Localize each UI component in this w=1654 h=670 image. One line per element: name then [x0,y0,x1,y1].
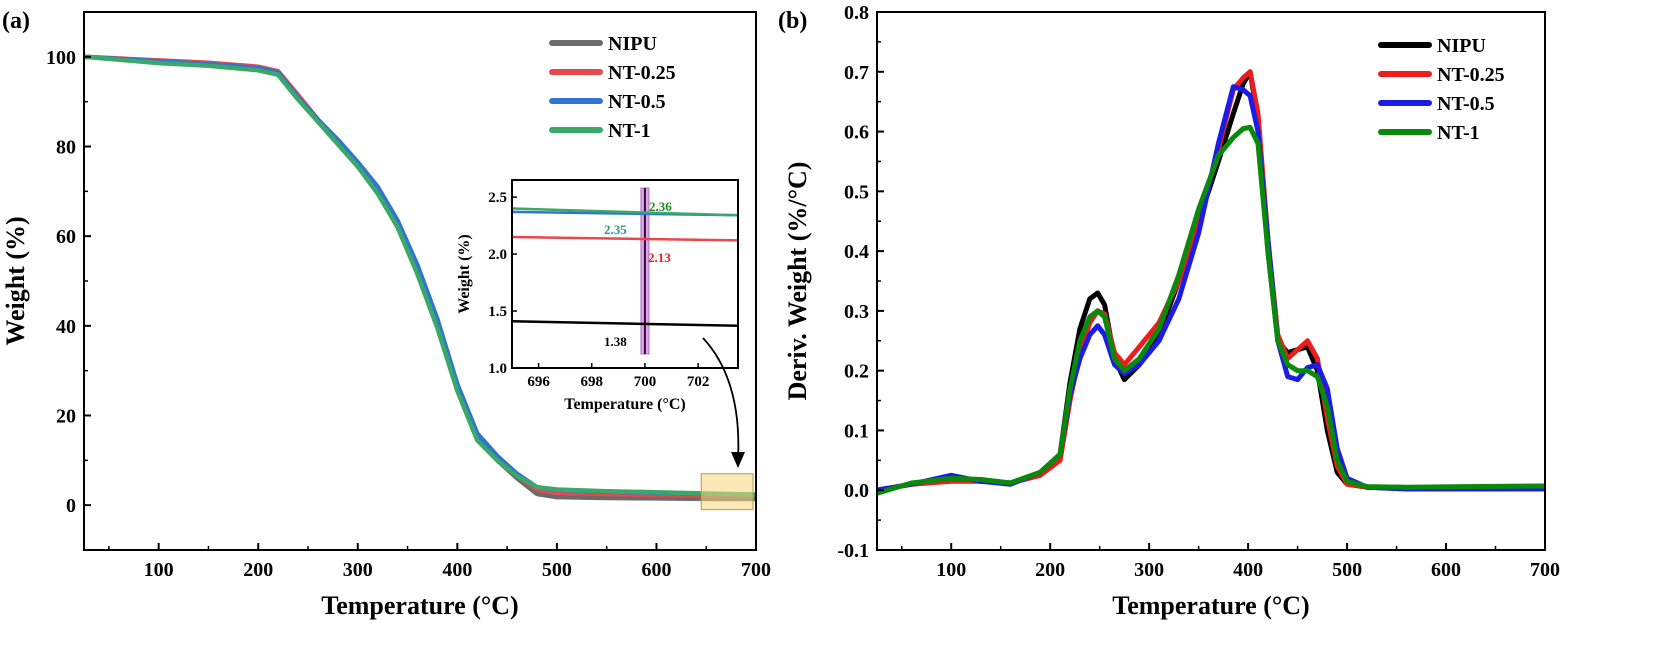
series-line-nt-1 [84,54,756,497]
x-tick-label: 300 [1134,559,1164,581]
legend-label: NT-0.25 [608,62,676,84]
x-tick-label: 500 [1332,559,1362,581]
y-tick-label: 0.7 [844,62,869,84]
y-tick-label: 80 [56,137,76,159]
panel-b-dtg-chart: 100 200 300 400 500 600 700 -0.1 0.0 0.1 0.2 0.3 0.4… [778,2,1560,620]
x-tick-label: 200 [1035,559,1065,581]
inset-value-annotation: 1.38 [604,334,627,349]
inset-chart: 696 698 700 702 1.0 1.5 2.0 2.5 Temperature (°C)… [456,179,739,413]
x-tick-label: 100 [936,559,966,581]
x-tick-label: 500 [542,559,572,581]
inset-y-tick-label: 1.0 [488,361,507,377]
inset-x-axis-title: Temperature (°C) [564,396,685,413]
inset-series-nipu [511,320,739,328]
legend-label: NT-0.5 [1437,93,1495,115]
inset-value-annotation: 2.13 [648,250,671,265]
y-tick-label: 0.3 [844,301,869,323]
y-tick-label: 0.6 [844,122,869,144]
inset-x-tick-label: 698 [581,374,604,390]
y-tick-label: -0.1 [837,540,869,562]
inset-y-tick-label: 2.0 [488,247,507,263]
y-tick-label: 0 [66,495,76,517]
y-tick-label: 60 [56,226,76,248]
x-tick-label: 200 [243,559,273,581]
x-tick-label: 700 [741,559,771,581]
y-axis-title: Deriv. Weight (%/°C) [783,162,812,401]
legend-label: NT-0.5 [608,91,666,113]
x-axis-title: Temperature (°C) [321,591,518,620]
legend-label: NT-1 [608,120,651,142]
inset-series-nt-1 [511,207,739,217]
x-tick-label: 100 [144,559,174,581]
series-line-nt-0-5 [877,84,1545,493]
series-line-nt-1 [877,124,1545,496]
zoom-arrow-curve [702,337,740,461]
inset-x-tick-label: 700 [634,374,657,390]
x-tick-label: 400 [1233,559,1263,581]
inset-frame [511,179,739,369]
series-layer [84,54,756,502]
x-tick-label: 600 [641,559,671,581]
x-axis-title: Temperature (°C) [1112,591,1309,620]
y-axis-title: Weight (%) [1,216,30,345]
y-tick-label: 20 [56,406,76,428]
inset-y-tick-label: 1.5 [488,304,507,320]
panel-a-tga-weight-chart: 100 200 300 400 500 600 700 0 20 40 60 80 100 Tempera… [1,8,771,620]
inset-y-axis-title: Weight (%) [456,234,473,314]
legend-label: NT-0.25 [1437,64,1505,86]
y-tick-label: 40 [56,316,76,338]
x-tick-label: 600 [1431,559,1461,581]
y-tick-label: 100 [46,47,76,69]
x-tick-label: 400 [442,559,472,581]
inset-y-tick-label: 2.5 [488,190,507,206]
x-tick-label: 300 [343,559,373,581]
y-tick-label: 0.0 [844,480,869,502]
inset-x-tick-label: 696 [527,374,550,390]
y-tick-label: 0.4 [844,241,869,263]
legend-label: NIPU [608,33,657,55]
inset-value-annotation: 2.36 [649,199,672,214]
legend-label: NIPU [1437,35,1486,57]
x-tick-label: 700 [1530,559,1560,581]
y-tick-label: 0.1 [844,420,869,442]
zoom-arrow-head [731,452,745,468]
zoom-region-highlight [700,473,754,511]
panel-label: (b) [778,8,807,34]
y-tick-label: 0.5 [844,181,869,203]
inset-series-nt-0-25 [511,235,739,242]
legend-label: NT-1 [1437,122,1480,144]
y-tick-label: 0.8 [844,2,869,24]
inset-x-tick-label: 702 [687,374,710,390]
panel-label: (a) [2,8,30,34]
inset-value-annotation: 2.35 [604,222,627,237]
zoom-arrow [702,337,745,468]
y-tick-label: 0.2 [844,361,869,383]
series-layer [877,69,1545,496]
